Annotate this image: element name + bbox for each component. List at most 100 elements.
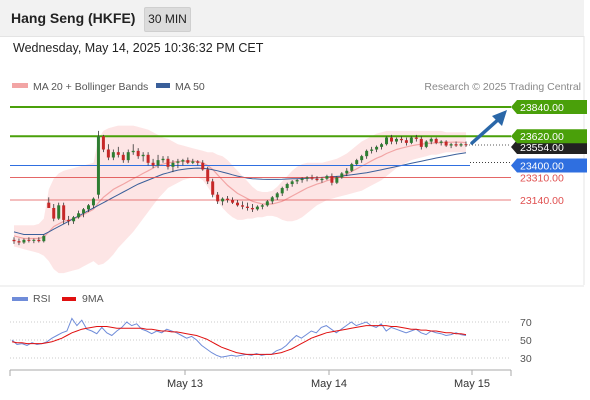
- candle-body: [285, 184, 289, 189]
- time-axis-ticks: May 13 May 14 May 15: [167, 370, 490, 390]
- target-arrow-head: [492, 110, 507, 126]
- rsi-ma-legend-label: 9MA: [82, 293, 104, 305]
- chart-header: Hang Seng (HKFE) 30 MIN: [0, 0, 584, 37]
- candle-body: [236, 202, 240, 206]
- rsi-ma-line: [11, 325, 467, 355]
- instrument-title: Hang Seng (HKFE): [11, 10, 136, 26]
- candle-body: [221, 198, 225, 202]
- candle-body: [121, 154, 125, 161]
- ma50-legend-label: MA 50: [175, 81, 205, 93]
- level-label-current-2: 23554.00: [520, 142, 564, 154]
- candle-body: [439, 141, 443, 143]
- ma50-line: [13, 152, 467, 235]
- level-label-support-5: 23140.00: [520, 195, 564, 207]
- candle-body: [136, 150, 140, 157]
- candle-body: [87, 205, 91, 210]
- rsi-gridlines: 70 50 30: [10, 317, 532, 365]
- rsi-lines-layer: [11, 317, 467, 358]
- candle-body: [67, 219, 71, 222]
- time-tick-label: May 13: [167, 378, 203, 390]
- candle-body: [116, 152, 120, 155]
- rsi-line: [11, 317, 467, 358]
- candle-body: [226, 198, 230, 200]
- candle-body: [201, 162, 205, 170]
- candle-body: [459, 144, 463, 146]
- candle-body: [57, 205, 61, 219]
- candle-body: [320, 178, 324, 181]
- candle-body: [77, 213, 81, 218]
- candle-body: [245, 206, 249, 208]
- candle-body: [181, 160, 185, 162]
- level-tag-current-2: [511, 139, 587, 154]
- candle-body: [280, 188, 284, 194]
- candle-body: [211, 181, 215, 195]
- candle-body: [196, 161, 200, 163]
- time-tick-label: May 15: [454, 378, 490, 390]
- candle-body: [385, 137, 389, 145]
- level-label-target-1: 23620.00: [520, 131, 564, 143]
- candle-body: [394, 138, 398, 142]
- candle-body: [310, 177, 314, 179]
- candle-body: [250, 207, 254, 210]
- candle-body: [365, 150, 369, 157]
- level-labels-layer: 23554.00 23310.00 23140.00 23400.00 23840.00…: [511, 100, 587, 207]
- candle-body: [380, 144, 384, 147]
- candle-body: [350, 164, 354, 171]
- interval-button[interactable]: 30 MIN: [144, 7, 191, 32]
- candle-body: [449, 144, 453, 146]
- candle-body: [355, 160, 359, 165]
- candle-body: [270, 197, 274, 202]
- candle-body: [37, 239, 41, 242]
- candle-body: [424, 141, 428, 147]
- candle-body: [161, 158, 165, 161]
- candle-body: [335, 177, 339, 183]
- candle-body: [464, 144, 468, 146]
- rsi-legend-label: RSI: [33, 293, 51, 305]
- rsi-legend-swatch: [12, 297, 28, 301]
- candle-body: [72, 217, 76, 222]
- candle-body: [370, 149, 374, 151]
- candle-body: [62, 205, 66, 220]
- candle-body: [166, 158, 170, 167]
- candle-body: [305, 177, 309, 179]
- chart-datetime: Wednesday, May 14, 2025 10:36:32 PM CET: [13, 41, 264, 55]
- candle-body: [96, 136, 100, 195]
- candle-body: [265, 201, 269, 206]
- candle-body: [101, 136, 105, 150]
- candle-body: [176, 161, 180, 163]
- candle-body: [429, 138, 433, 142]
- bollinger-band-layer: [14, 125, 466, 274]
- candle-body: [404, 140, 408, 143]
- ma20-legend-swatch: [12, 83, 28, 88]
- candle-body: [315, 178, 319, 181]
- candlestick-layer: [12, 130, 468, 246]
- candle-body: [444, 141, 448, 146]
- candle-body: [146, 154, 150, 163]
- candle-body: [330, 176, 334, 183]
- candle-body: [111, 152, 115, 158]
- target-arrow-layer: [470, 110, 507, 145]
- candle-body: [151, 162, 155, 166]
- candle-body: [255, 206, 259, 210]
- candle-body: [325, 176, 329, 179]
- candle-body: [295, 180, 299, 182]
- candle-body: [231, 200, 235, 203]
- candle-body: [345, 170, 349, 174]
- candle-body: [300, 178, 304, 181]
- time-tick-label: May 14: [311, 378, 347, 390]
- candle-body: [240, 205, 244, 207]
- candle-body: [186, 160, 190, 163]
- ma20-legend-label: MA 20 + Bollinger Bands: [33, 81, 148, 93]
- candle-body: [454, 144, 458, 146]
- candle-body: [106, 149, 110, 158]
- candle-body: [91, 198, 95, 206]
- rsi-tick-50: 50: [520, 335, 532, 347]
- candle-body: [32, 239, 36, 241]
- candle-body: [375, 146, 379, 150]
- candle-body: [82, 209, 86, 214]
- candle-body: [17, 241, 21, 243]
- candle-body: [434, 138, 438, 143]
- candle-body: [360, 156, 364, 161]
- level-label-pivot-3: 23400.00: [520, 160, 564, 172]
